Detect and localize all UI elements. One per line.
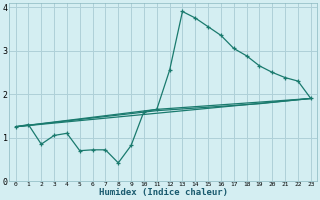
X-axis label: Humidex (Indice chaleur): Humidex (Indice chaleur) bbox=[99, 188, 228, 197]
